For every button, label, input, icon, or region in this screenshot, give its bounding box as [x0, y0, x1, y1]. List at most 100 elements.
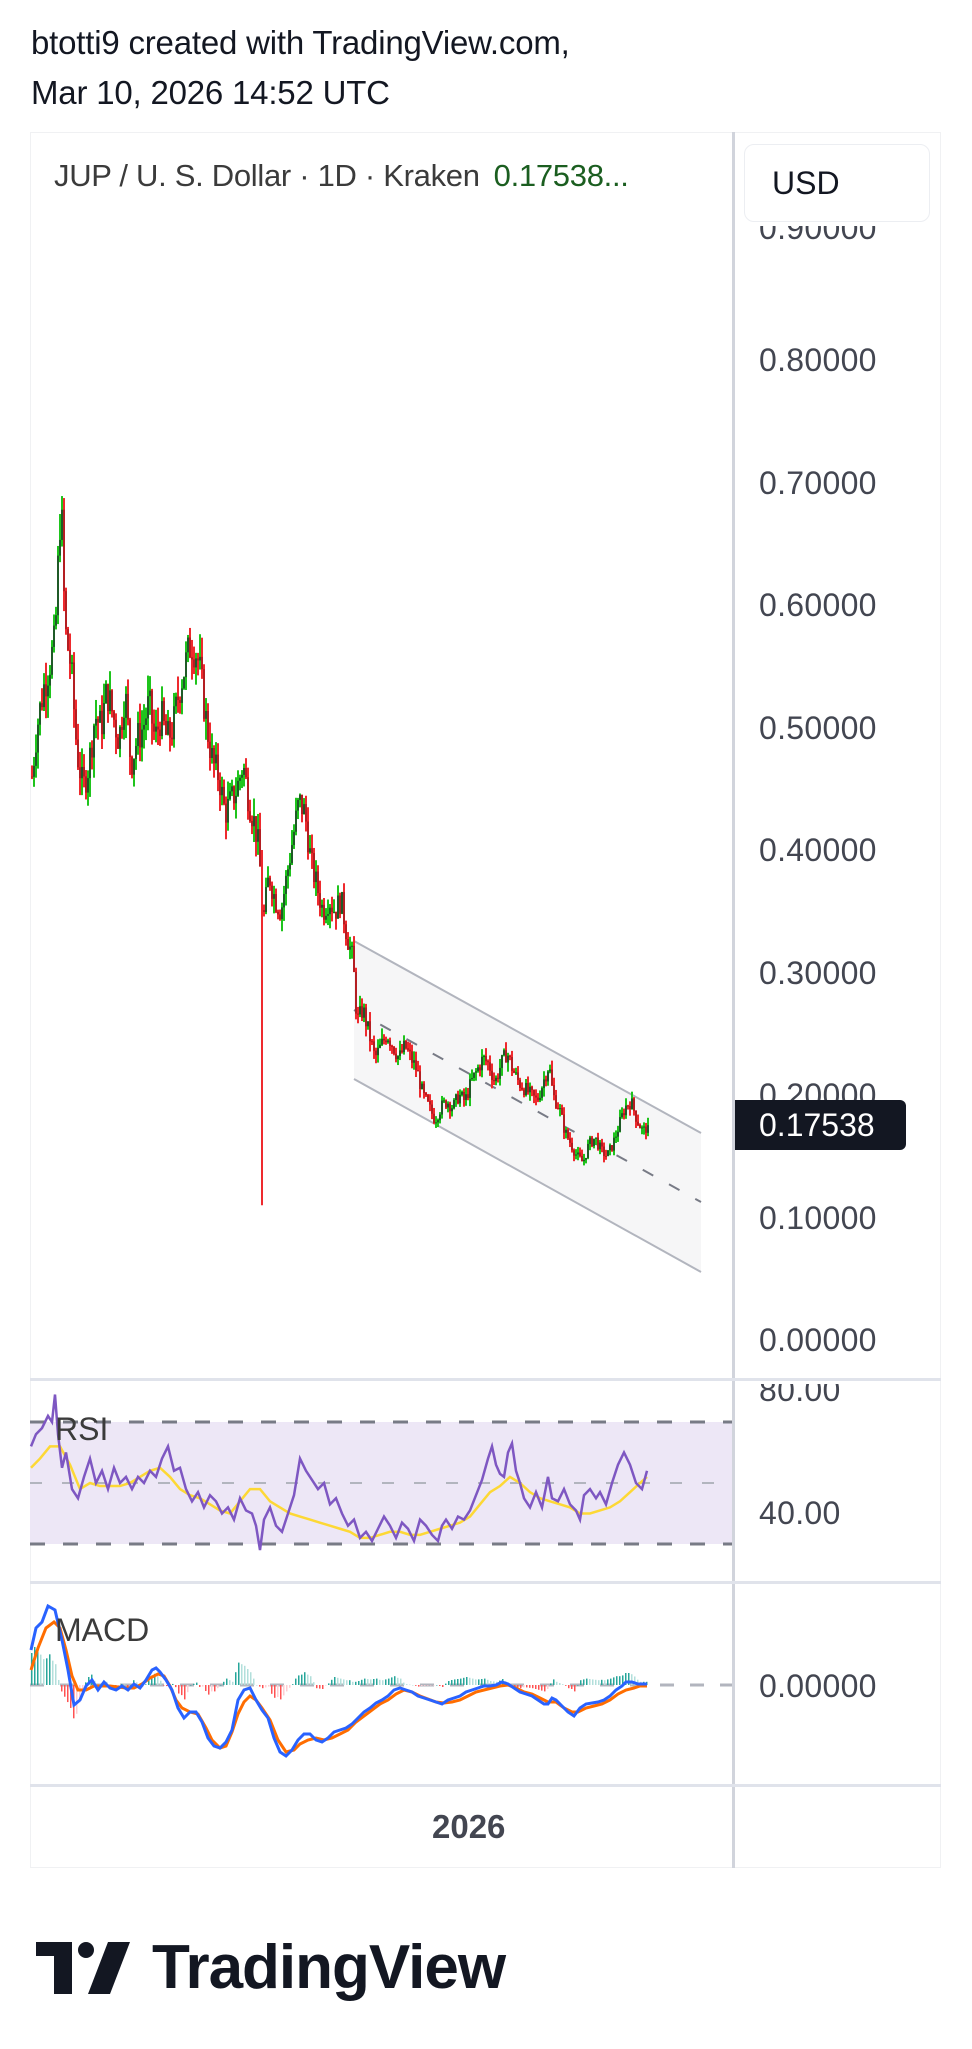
candle — [207, 703, 209, 749]
candle — [597, 1132, 599, 1151]
macd-histogram-bar — [244, 1665, 246, 1685]
candle — [473, 1072, 475, 1082]
candle — [91, 740, 93, 770]
price-tick-label: 0.40000 — [759, 832, 877, 868]
candle — [247, 767, 249, 820]
tradingview-logo[interactable]: TradingView — [36, 1932, 506, 2003]
candle — [309, 835, 311, 854]
macd-histogram-bar — [628, 1673, 630, 1685]
macd-histogram-bar — [625, 1673, 627, 1685]
macd-histogram-bar — [274, 1685, 276, 1698]
macd-histogram-bar — [475, 1679, 477, 1685]
rsi-pane-bottom-divider[interactable] — [30, 1581, 941, 1584]
candle — [471, 1069, 473, 1081]
candle — [163, 697, 165, 726]
candle — [513, 1068, 515, 1074]
candle — [535, 1089, 537, 1106]
channel-fill — [354, 941, 701, 1272]
candle — [575, 1149, 577, 1160]
candle — [645, 1122, 647, 1140]
candle — [593, 1138, 595, 1149]
candle — [373, 1035, 375, 1059]
candle — [39, 701, 41, 736]
candle — [265, 877, 267, 915]
macd-histogram-bar — [610, 1678, 612, 1685]
candle — [399, 1040, 401, 1061]
main-pane-bottom-divider[interactable] — [30, 1378, 941, 1381]
candle — [583, 1153, 585, 1166]
candle — [109, 671, 111, 715]
macd-histogram-bar — [265, 1685, 267, 1688]
tradingview-wordmark: TradingView — [152, 1933, 506, 2002]
candle — [69, 633, 71, 680]
candle — [187, 634, 189, 663]
macd-histogram-bar — [595, 1679, 597, 1685]
candle — [443, 1097, 445, 1104]
candle — [365, 1003, 367, 1037]
candle — [451, 1104, 453, 1117]
candle — [77, 723, 79, 770]
macd-histogram-bar — [232, 1681, 234, 1685]
macd-histogram-bar — [70, 1685, 72, 1708]
candle — [391, 1044, 393, 1054]
credit-line-author: btotti9 created with TradingView.com, — [31, 24, 570, 61]
macd-histogram-bar — [88, 1677, 90, 1685]
candle — [285, 870, 287, 906]
candle — [297, 797, 299, 820]
macd-histogram-bar — [544, 1685, 546, 1692]
candle — [173, 692, 175, 748]
macd-histogram-bar — [322, 1685, 324, 1689]
candle — [433, 1107, 435, 1125]
candle — [61, 496, 63, 547]
macd-pane-title: MACD — [55, 1612, 150, 1648]
candle — [101, 695, 103, 749]
macd-histogram-bar — [469, 1677, 471, 1685]
candle — [475, 1068, 477, 1081]
candle — [389, 1037, 391, 1051]
candle — [325, 908, 327, 924]
macd-histogram-bar — [451, 1680, 453, 1685]
candle — [403, 1035, 405, 1055]
candle — [255, 816, 257, 857]
macd-histogram-bar — [550, 1683, 552, 1685]
macd-histogram-bar — [607, 1679, 609, 1685]
candle — [559, 1104, 561, 1117]
candle — [127, 679, 129, 726]
macd-histogram-bar — [592, 1679, 594, 1685]
macd-histogram-bar — [454, 1679, 456, 1685]
macd-pane-bottom-divider[interactable] — [30, 1784, 941, 1787]
candle — [221, 776, 223, 806]
candle — [469, 1073, 471, 1107]
candle — [381, 1028, 383, 1046]
macd-histogram-bar — [355, 1681, 357, 1685]
candle — [545, 1075, 547, 1087]
candle — [151, 688, 153, 745]
currency-button[interactable]: USD — [744, 144, 930, 222]
candle — [269, 875, 271, 891]
macd-histogram-bar — [280, 1685, 282, 1700]
candle — [361, 998, 363, 1022]
candle — [581, 1149, 583, 1162]
candle — [507, 1052, 509, 1072]
candle — [81, 748, 83, 796]
macd-histogram-bar — [337, 1677, 339, 1685]
candle — [239, 774, 241, 791]
candle — [337, 885, 339, 919]
symbol-legend-text: JUP / U. S. Dollar · 1D · Kraken — [54, 158, 480, 193]
macd-histogram-bar — [382, 1680, 384, 1685]
candle — [447, 1101, 449, 1113]
candle — [71, 654, 73, 675]
symbol-legend[interactable]: JUP / U. S. Dollar · 1D · Kraken 0.17538.… — [54, 158, 629, 194]
candle — [549, 1064, 551, 1074]
macd-histogram-bar — [379, 1679, 381, 1685]
macd-histogram-bar — [418, 1685, 420, 1687]
candle — [267, 866, 269, 888]
candle — [363, 1003, 365, 1023]
candle — [275, 888, 277, 914]
candle — [561, 1104, 563, 1116]
candle — [505, 1042, 507, 1063]
candle — [609, 1143, 611, 1156]
candle — [579, 1147, 581, 1158]
candle — [461, 1090, 463, 1097]
